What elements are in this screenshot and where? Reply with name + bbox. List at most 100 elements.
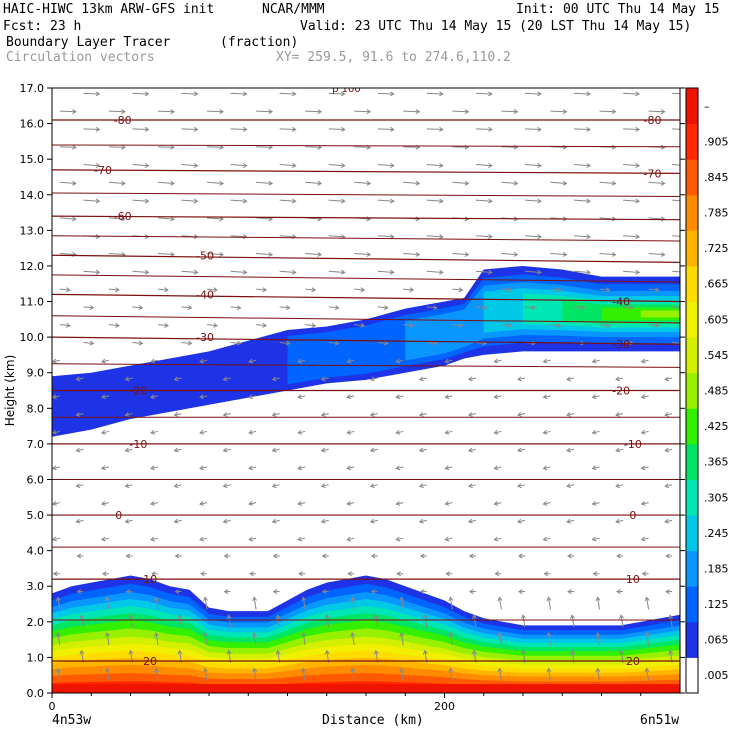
wind-vector-head bbox=[567, 589, 572, 595]
wind-vector bbox=[157, 288, 169, 291]
wind-vector bbox=[400, 668, 404, 681]
wind-vector-head bbox=[187, 340, 193, 346]
wind-vector bbox=[597, 632, 601, 646]
wind-vector bbox=[574, 92, 591, 95]
wind-vector-head bbox=[297, 536, 303, 542]
wind-vector-head bbox=[615, 376, 621, 382]
wind-vector-head bbox=[611, 251, 617, 257]
wind-vector bbox=[302, 668, 306, 681]
wind-vector-head bbox=[199, 358, 204, 364]
surface-max-band bbox=[52, 684, 680, 693]
wind-vector bbox=[445, 502, 453, 505]
wind-vector bbox=[615, 377, 624, 381]
wind-vector-head bbox=[458, 322, 464, 328]
wind-vector bbox=[351, 668, 355, 681]
wind-vector bbox=[230, 164, 247, 167]
wind-vector bbox=[150, 359, 159, 363]
wind-vector-head bbox=[668, 614, 674, 620]
wind-vector bbox=[347, 537, 355, 541]
wind-vector bbox=[592, 430, 600, 434]
wind-vector bbox=[672, 235, 680, 237]
wind-vector-head bbox=[448, 596, 454, 602]
wind-vector-head bbox=[396, 571, 401, 577]
wind-vector-head bbox=[164, 322, 169, 328]
wind-vector bbox=[452, 146, 469, 148]
wind-vector-head bbox=[660, 144, 666, 150]
y-tick-label: 13.0 bbox=[20, 224, 45, 237]
wind-vector-head bbox=[311, 287, 317, 293]
wind-vector-head bbox=[488, 162, 493, 168]
wind-vector-head bbox=[660, 109, 666, 115]
wind-vector-head bbox=[493, 358, 499, 364]
wind-vector-head bbox=[399, 631, 405, 637]
colorbar-label: .245 bbox=[704, 527, 729, 540]
wind-vector bbox=[615, 484, 624, 487]
wind-vector bbox=[424, 615, 428, 628]
wind-vector-head bbox=[55, 596, 61, 602]
wind-vector bbox=[199, 395, 208, 398]
wind-vector bbox=[129, 615, 133, 628]
contour-label: -10 bbox=[129, 438, 147, 451]
wind-vector bbox=[59, 288, 70, 291]
wind-vector bbox=[592, 502, 600, 505]
wind-vector bbox=[206, 288, 218, 291]
wind-vector-head bbox=[173, 483, 179, 489]
wind-vector bbox=[157, 324, 169, 327]
wind-vector-head bbox=[493, 501, 499, 506]
wind-vector-head bbox=[488, 126, 493, 132]
wind-vector bbox=[106, 597, 110, 610]
y-tick-label: 6.0 bbox=[27, 473, 45, 486]
wind-vector bbox=[669, 615, 673, 628]
wind-vector bbox=[543, 430, 551, 434]
colorbar-swatch bbox=[686, 550, 698, 587]
wind-vector bbox=[620, 615, 624, 628]
contour-line bbox=[52, 169, 680, 175]
wind-vector bbox=[597, 668, 601, 681]
wind-vector bbox=[298, 502, 306, 505]
wind-vector-head bbox=[128, 614, 134, 620]
wind-vector-head bbox=[399, 596, 405, 602]
wind-vector bbox=[599, 324, 610, 327]
wind-vector bbox=[207, 252, 224, 256]
wind-vector bbox=[501, 110, 518, 113]
wind-vector-head bbox=[507, 287, 513, 293]
wind-vector bbox=[396, 502, 404, 505]
wind-vector bbox=[396, 466, 404, 470]
wind-vector-head bbox=[291, 91, 297, 97]
wind-vector-head bbox=[170, 216, 175, 222]
wind-vector-head bbox=[517, 412, 522, 417]
wind-vector-head bbox=[444, 358, 450, 364]
wind-vector-head bbox=[537, 162, 542, 168]
wind-vector-head bbox=[537, 269, 542, 275]
wind-vector-head bbox=[199, 394, 204, 400]
wind-vector bbox=[106, 668, 110, 681]
x-tick-label: 200 bbox=[434, 700, 455, 713]
colorbar-label: .005 bbox=[704, 669, 729, 682]
contour-label: -20 bbox=[612, 385, 630, 398]
wind-vector bbox=[468, 413, 477, 416]
wind-vector-head bbox=[664, 447, 670, 453]
wind-vector bbox=[59, 217, 76, 220]
wind-vector-head bbox=[124, 518, 130, 524]
wind-vector bbox=[256, 324, 267, 327]
contour-label: -30 bbox=[612, 338, 630, 351]
wind-vector bbox=[354, 288, 365, 291]
colorbar-label: – bbox=[704, 100, 710, 113]
wind-vector bbox=[132, 164, 149, 167]
wind-vector bbox=[592, 466, 600, 470]
wind-vector bbox=[150, 502, 159, 505]
wind-vector-head bbox=[537, 234, 542, 240]
y-tick-label: 15.0 bbox=[20, 153, 45, 166]
wind-vector-head bbox=[482, 305, 487, 311]
wind-vector-head bbox=[95, 126, 101, 132]
wind-vector bbox=[279, 341, 290, 344]
wind-vector bbox=[321, 519, 329, 523]
wind-vector bbox=[76, 484, 84, 487]
wind-vector bbox=[623, 164, 640, 167]
wind-vector-head bbox=[546, 631, 552, 637]
wind-vector bbox=[347, 430, 355, 434]
wind-vector-head bbox=[347, 571, 352, 577]
wind-vector-head bbox=[360, 322, 366, 328]
wind-vector bbox=[181, 92, 198, 95]
